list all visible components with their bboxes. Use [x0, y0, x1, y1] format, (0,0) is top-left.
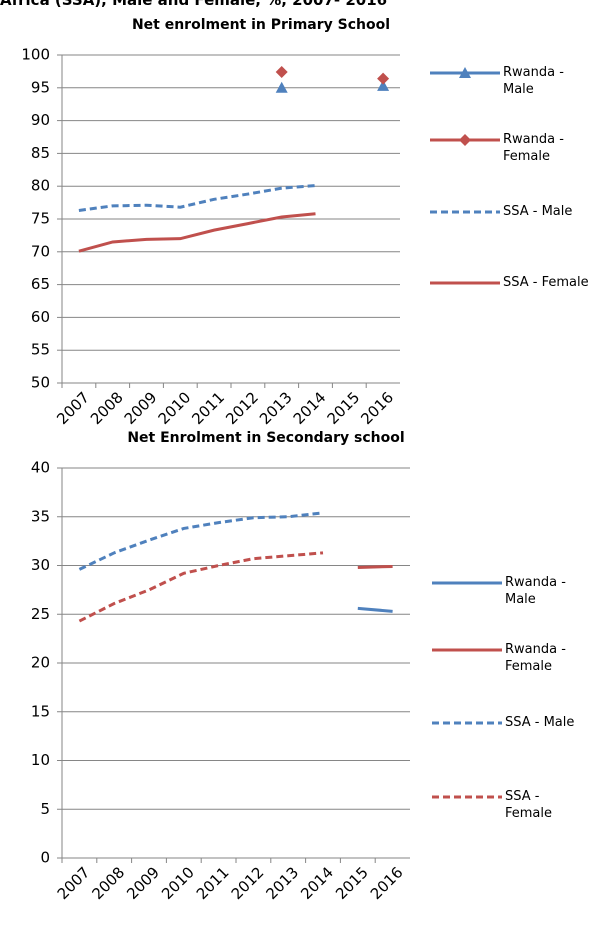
point [377, 79, 390, 91]
x-tick-label: 2016 [367, 863, 407, 903]
x-tick-label: 2009 [123, 863, 163, 903]
chart-title: Net Enrolment in Secondary school [127, 430, 404, 446]
legend-label: SSA - Male [503, 204, 573, 219]
x-tick-label: 2007 [53, 388, 93, 428]
x-tick-label: 2009 [121, 388, 161, 428]
y-tick-label: 35 [31, 507, 50, 525]
x-tick-label: 2015 [332, 863, 372, 903]
legend-label: Rwanda - Female [503, 132, 564, 164]
x-tick-label: 2011 [193, 863, 233, 903]
chart-title: Net enrolment in Primary School [132, 17, 390, 33]
series-line [357, 606, 393, 613]
series-line [357, 564, 393, 569]
y-tick-label: 50 [31, 374, 50, 392]
point [377, 72, 390, 85]
y-tick-label: 100 [21, 46, 50, 64]
series-line [78, 184, 316, 212]
y-tick-label: 70 [31, 242, 50, 260]
y-tick-label: 80 [31, 177, 50, 195]
x-tick-label: 2016 [357, 388, 397, 428]
x-tick-label: 2012 [228, 863, 268, 903]
x-tick-label: 2015 [324, 388, 364, 428]
legend-label: SSA - Male [505, 715, 575, 730]
x-tick-label: 2011 [188, 388, 228, 428]
legend-marker [459, 134, 471, 146]
y-tick-label: 25 [31, 605, 50, 623]
x-tick-label: 2010 [158, 863, 198, 903]
y-tick-label: 15 [31, 702, 50, 720]
y-tick-label: 90 [31, 111, 50, 129]
legend-label: Rwanda - Female [505, 642, 566, 674]
y-tick-label: 20 [31, 654, 50, 672]
x-tick-label: 2008 [87, 388, 127, 428]
y-tick-label: 10 [31, 751, 50, 769]
x-tick-label: 2012 [222, 388, 262, 428]
y-tick-label: 0 [40, 849, 50, 867]
series-line [78, 551, 324, 623]
y-tick-label: 85 [31, 144, 50, 162]
x-tick-label: 2013 [256, 388, 296, 428]
series-line [78, 511, 324, 571]
x-tick-label: 2014 [290, 388, 330, 428]
legend-label: SSA - Female [505, 789, 553, 821]
y-tick-label: 55 [31, 341, 50, 359]
y-tick-label: 30 [31, 556, 50, 574]
x-tick-label: 2007 [54, 863, 94, 903]
heading: Africa (SSA), Male and Female, %, 2007- … [0, 0, 388, 9]
y-tick-label: 5 [40, 800, 50, 818]
legend-label: SSA - Female [503, 275, 589, 290]
point [275, 66, 288, 79]
legend-label: Rwanda - Male [505, 575, 566, 607]
y-tick-label: 60 [31, 308, 50, 326]
legend-label: Rwanda - Male [503, 65, 564, 97]
y-tick-label: 65 [31, 275, 50, 293]
y-tick-label: 75 [31, 210, 50, 228]
x-tick-label: 2010 [155, 388, 195, 428]
legend-marker [459, 67, 471, 78]
y-tick-label: 95 [31, 78, 50, 96]
x-tick-label: 2013 [262, 863, 302, 903]
y-tick-label: 40 [31, 459, 50, 477]
point [275, 81, 288, 93]
series-line [78, 212, 316, 253]
x-tick-label: 2014 [297, 863, 337, 903]
x-tick-label: 2008 [88, 863, 128, 903]
